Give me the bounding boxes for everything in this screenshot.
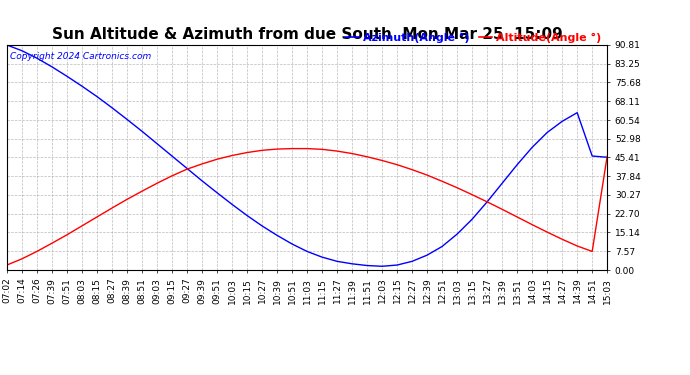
Text: Copyright 2024 Cartronics.com: Copyright 2024 Cartronics.com <box>10 52 151 61</box>
Title: Sun Altitude & Azimuth from due South  Mon Mar 25  15:09: Sun Altitude & Azimuth from due South Mo… <box>52 27 562 42</box>
Legend: Azimuth(Angle °), Altitude(Angle °): Azimuth(Angle °), Altitude(Angle °) <box>345 33 602 43</box>
